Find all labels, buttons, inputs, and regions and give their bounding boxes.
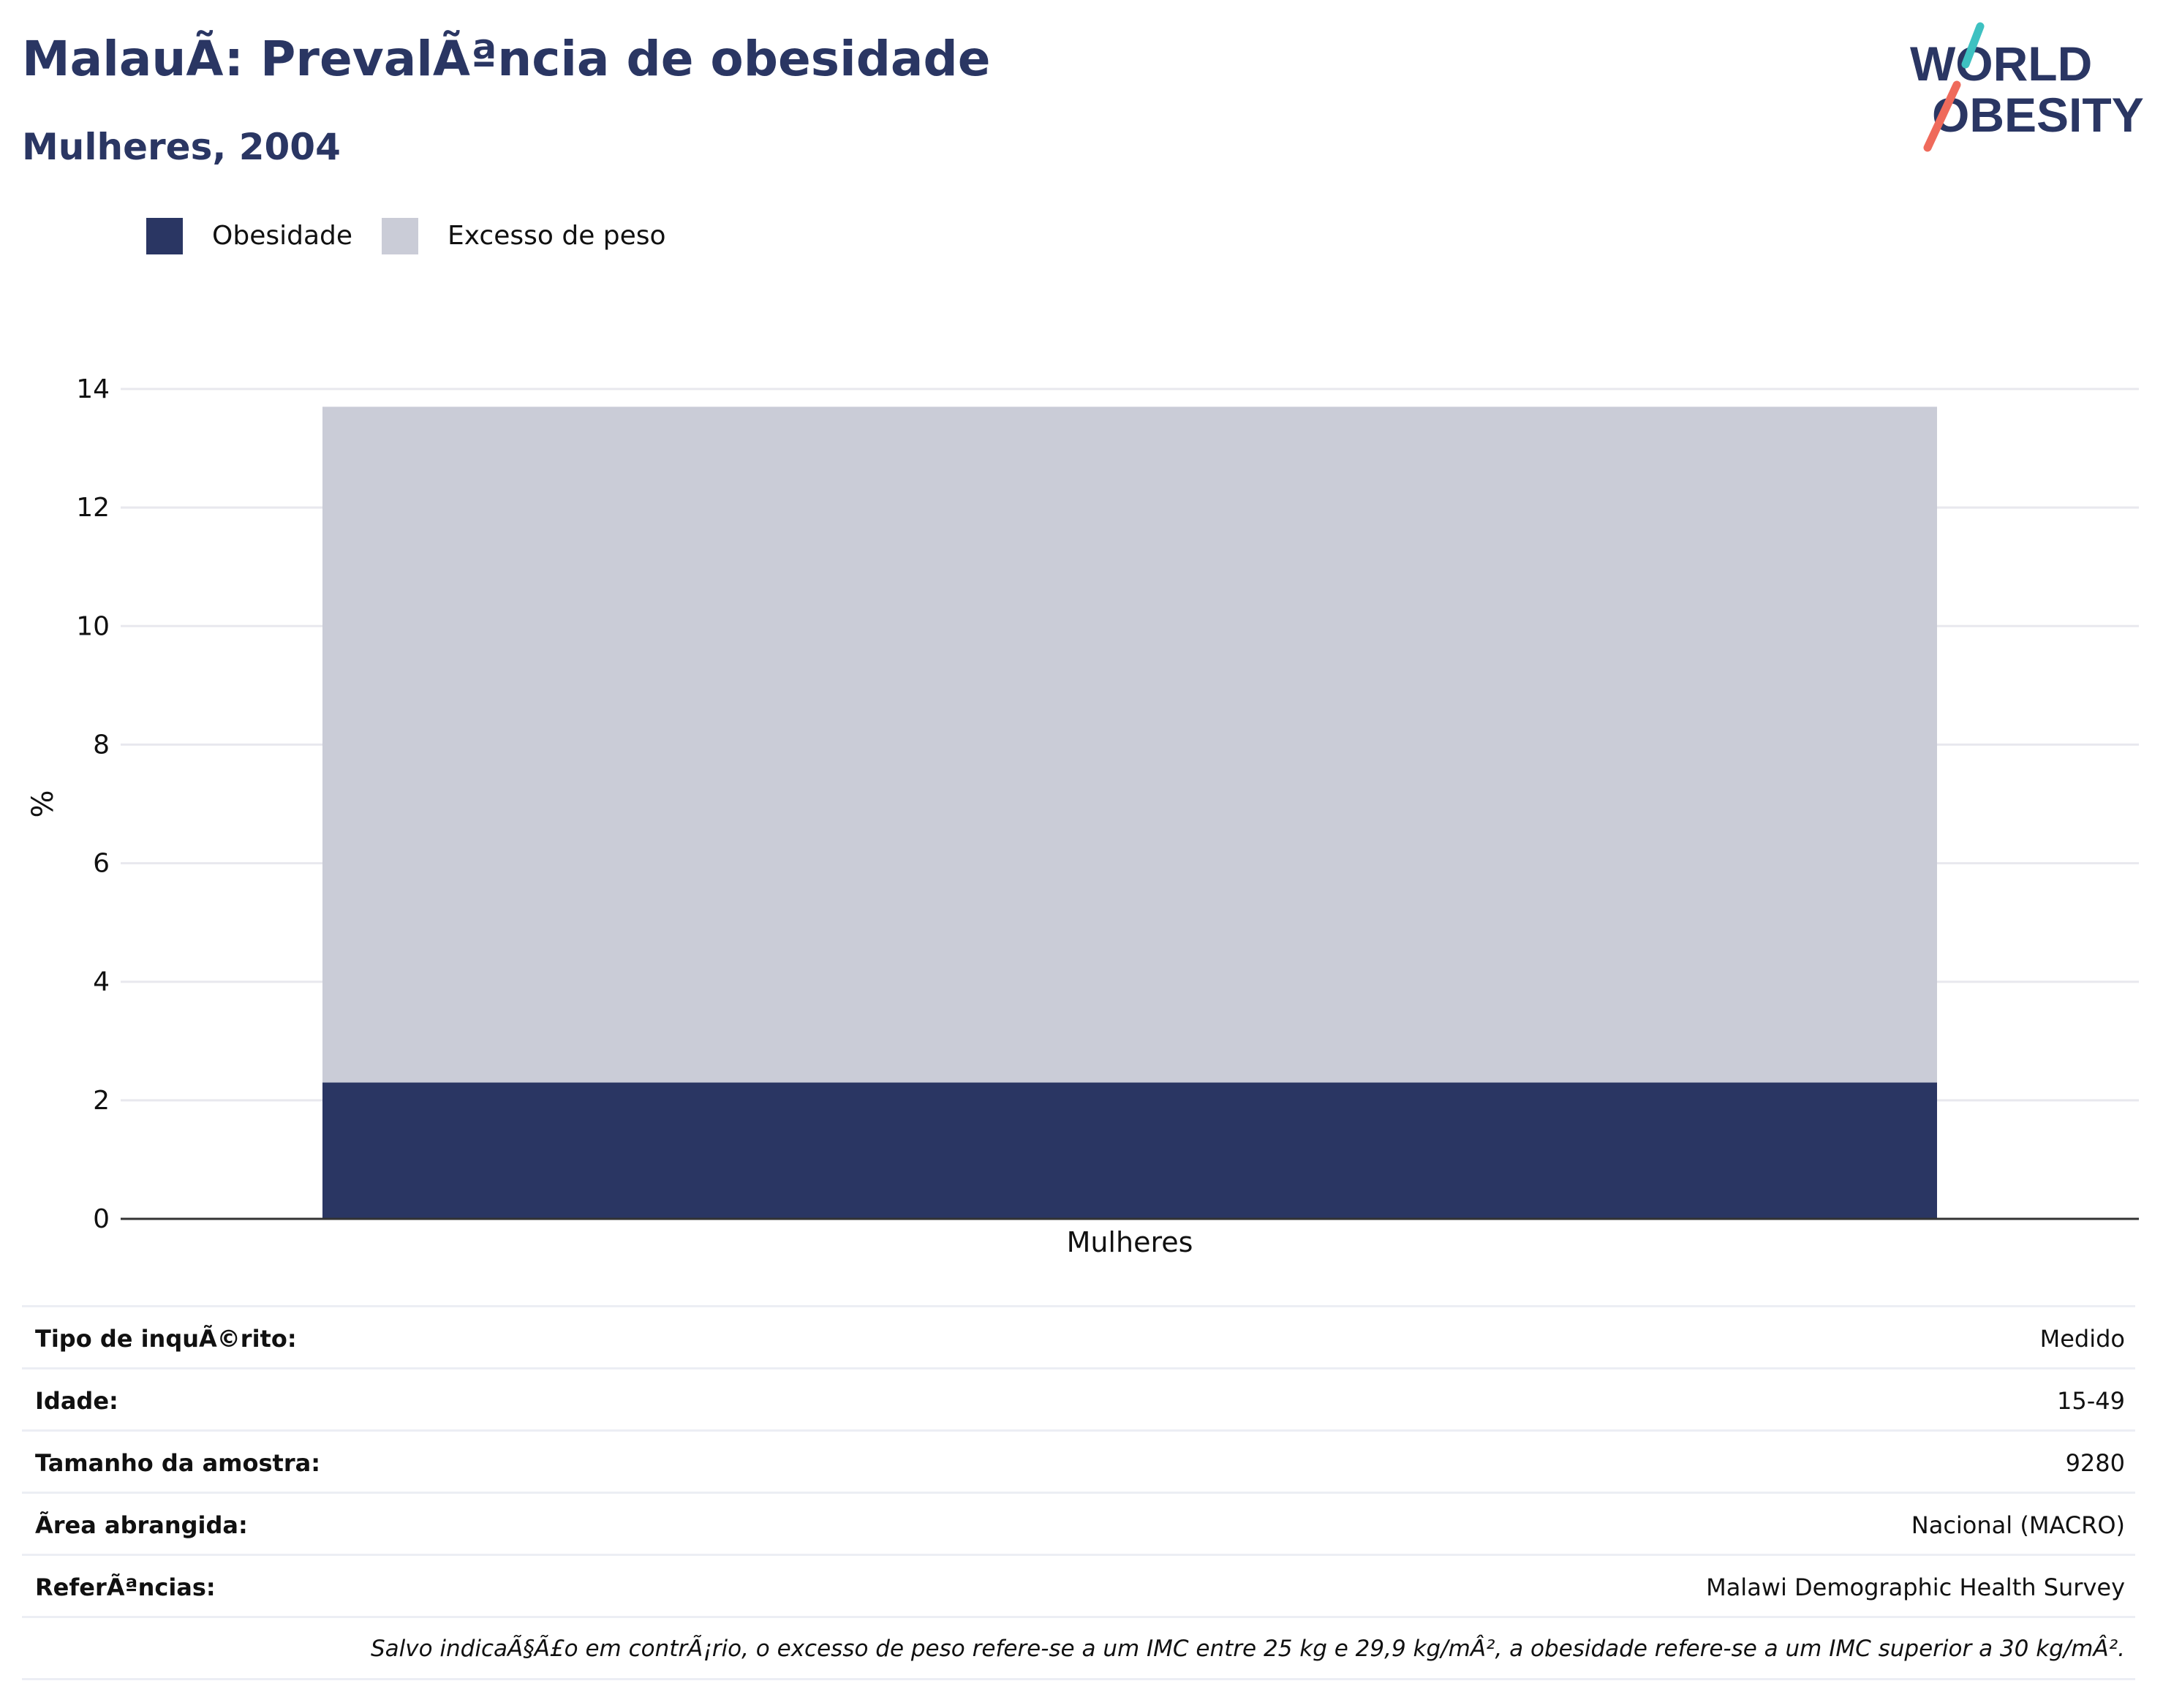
y-tick-label: 10: [76, 611, 110, 641]
info-label: Ãrea abrangida:: [35, 1511, 248, 1539]
info-label: Tipo de inquÃ©rito:: [35, 1325, 297, 1353]
world-obesity-logo: WORLD OBESITY: [1901, 22, 2150, 161]
x-tick-label: Mulheres: [1067, 1226, 1193, 1258]
info-value: Malawi Demographic Health Survey: [1706, 1573, 2125, 1601]
y-tick-label: 6: [93, 849, 110, 879]
info-row-sample-size: Tamanho da amostra: 9280: [22, 1429, 2135, 1492]
chart-legend: Obesidade Excesso de peso: [146, 216, 695, 256]
info-value: 9280: [2065, 1449, 2125, 1477]
logo-line1: WORLD: [1910, 37, 2092, 91]
legend-item-overweight[interactable]: Excesso de peso: [382, 217, 666, 254]
y-tick-label: 14: [76, 374, 110, 404]
legend-swatch-overweight: [382, 217, 419, 254]
info-label: ReferÃªncias:: [35, 1573, 216, 1601]
logo-teal-stroke: [1961, 22, 1985, 69]
info-value: Nacional (MACRO): [1911, 1511, 2125, 1539]
bar-overweight: [322, 407, 1937, 1083]
bar-chart: 0 2 4 6 8 10 12 14% Mulheres: [26, 374, 2139, 1258]
y-axis-label: %: [26, 790, 60, 817]
info-label: Idade:: [35, 1387, 118, 1415]
definition-note-text: Salvo indicaÃ§Ã£o em contrÃ¡rio, o exces…: [370, 1636, 2125, 1662]
info-label: Tamanho da amostra:: [35, 1449, 320, 1477]
legend-label-obesity: Obesidade: [212, 221, 353, 251]
info-row-survey-type: Tipo de inquÃ©rito: Medido: [22, 1305, 2135, 1367]
info-row-references: ReferÃªncias: Malawi Demographic Health …: [22, 1554, 2135, 1616]
info-value: 15-49: [2057, 1387, 2125, 1415]
logo-graphic: WORLD OBESITY: [1910, 22, 2144, 152]
chart-title: MalauÃ: PrevalÃªncia de obesidade: [22, 31, 991, 87]
y-tick-label: 0: [93, 1204, 110, 1234]
chart-subtitle: Mulheres, 2004: [22, 126, 341, 168]
y-tick-label: 12: [76, 493, 110, 523]
legend-swatch-obesity: [146, 217, 183, 254]
y-tick-label: 8: [93, 730, 110, 760]
y-tick-label: 2: [93, 1086, 110, 1116]
y-tick-label: 4: [93, 967, 110, 997]
bar-obesity: [322, 1082, 1937, 1219]
survey-info-table: Tipo de inquÃ©rito: Medido Idade: 15-49 …: [22, 1305, 2135, 1680]
definition-note: Salvo indicaÃ§Ã£o em contrÃ¡rio, o exces…: [22, 1616, 2135, 1680]
logo-line2: OBESITY: [1932, 88, 2144, 142]
info-row-area: Ãrea abrangida: Nacional (MACRO): [22, 1492, 2135, 1554]
legend-label-overweight: Excesso de peso: [448, 221, 666, 251]
logo-coral-stroke: [1923, 80, 1961, 152]
legend-item-obesity[interactable]: Obesidade: [146, 217, 353, 254]
info-value: Medido: [2039, 1325, 2125, 1353]
info-row-age: Idade: 15-49: [22, 1367, 2135, 1429]
